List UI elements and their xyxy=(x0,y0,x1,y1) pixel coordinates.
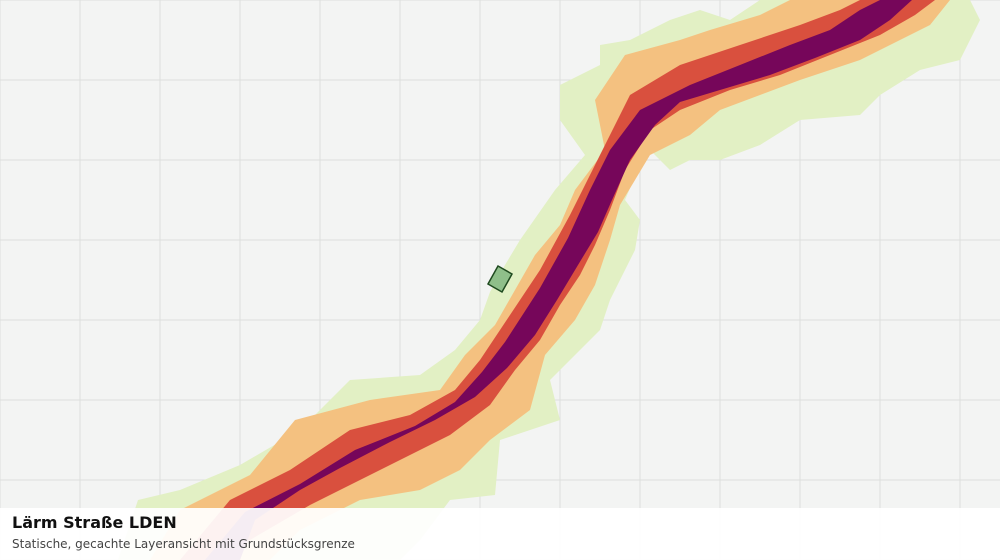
noise-band-core xyxy=(205,0,912,560)
layer-subtitle: Statische, gecachte Layeransicht mit Gru… xyxy=(12,537,355,551)
parcel-boundary[interactable] xyxy=(486,264,514,294)
map-caption: Lärm Straße LDEN Statische, gecachte Lay… xyxy=(0,508,1000,560)
layer-title: Lärm Straße LDEN xyxy=(12,513,177,532)
noise-layer xyxy=(118,0,980,560)
